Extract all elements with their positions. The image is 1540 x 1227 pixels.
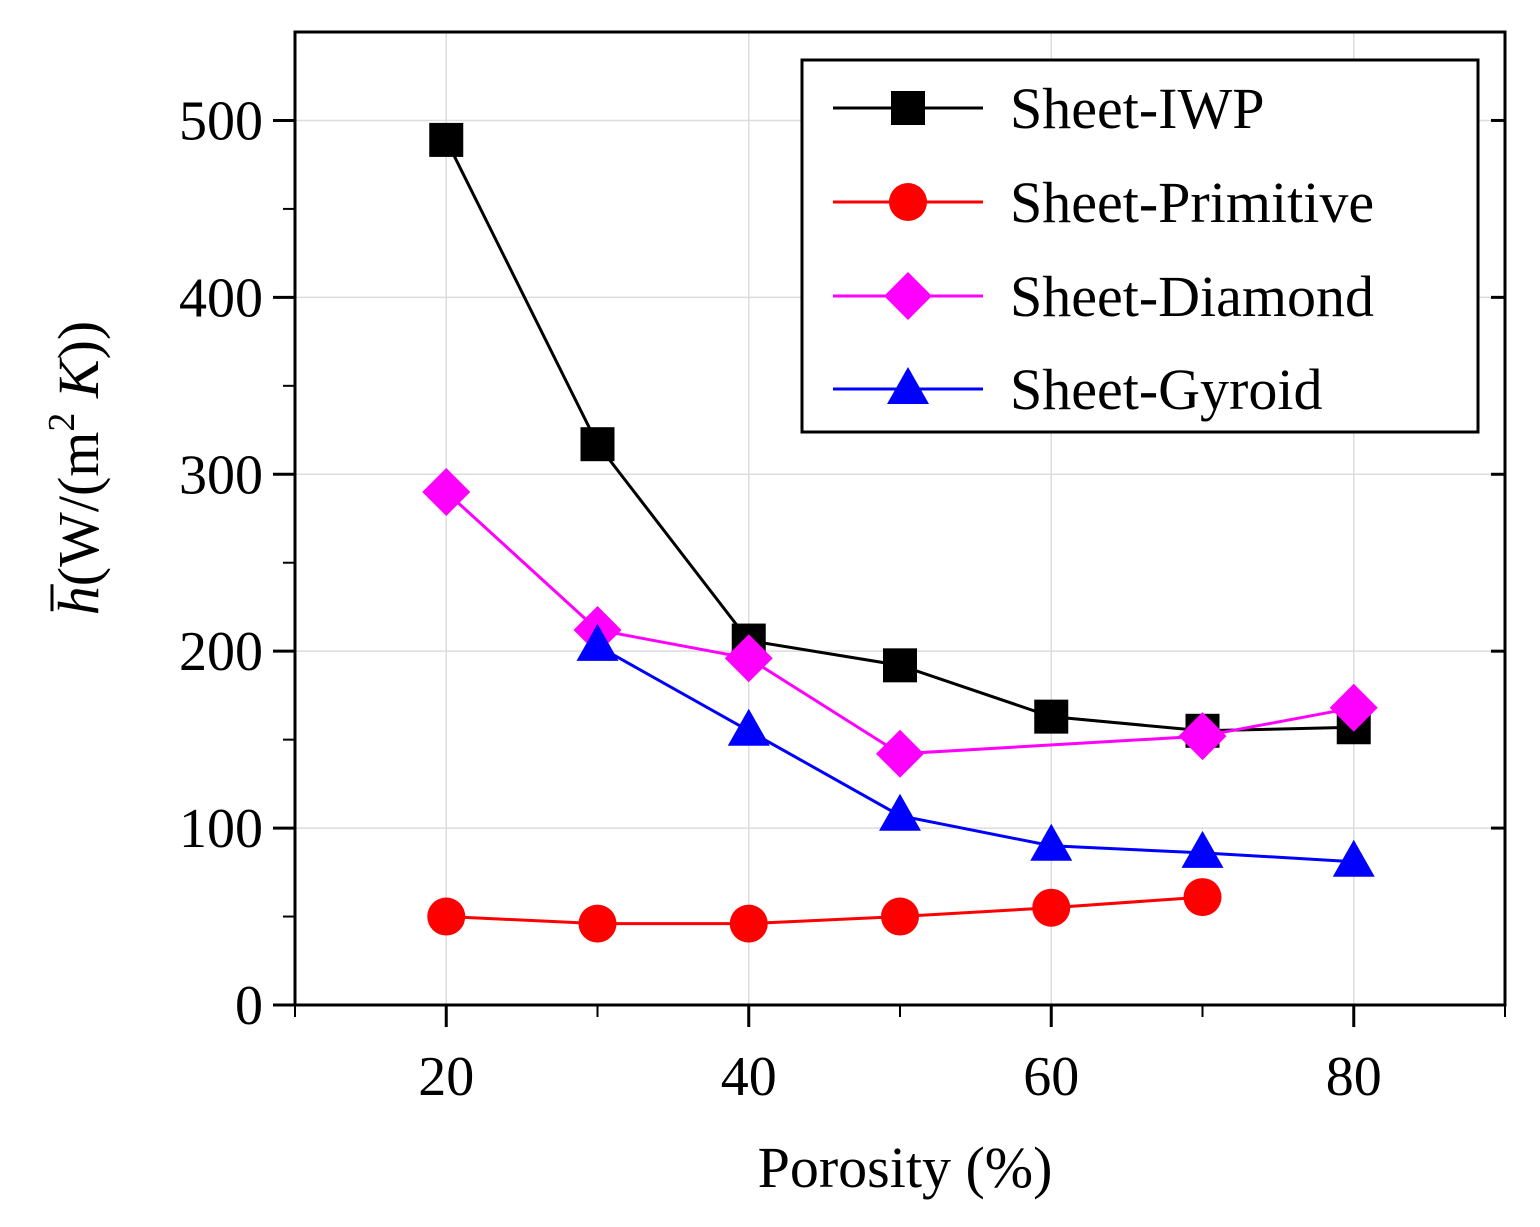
legend-marker-sheet-iwp — [891, 91, 925, 125]
data-point-sheet-gyroid — [1030, 823, 1073, 861]
legend-marker-sheet-gyroid — [887, 367, 929, 404]
data-point-sheet-iwp — [883, 648, 917, 683]
x-tick-label: 40 — [721, 1046, 777, 1108]
y-tick-label: 100 — [179, 798, 263, 860]
data-point-sheet-iwp — [429, 122, 464, 157]
y-axis-unit-prefix: (W/(m — [46, 432, 111, 587]
data-point-sheet-primitive — [881, 897, 919, 936]
legend-label-sheet-diamond: Sheet-Diamond — [1010, 264, 1374, 329]
y-axis-unit-exponent: 2 — [41, 413, 83, 432]
data-point-sheet-gyroid — [727, 708, 770, 746]
data-point-sheet-gyroid — [879, 793, 921, 831]
series-line-sheet-primitive — [446, 895, 1203, 926]
legend-label-sheet-gyroid: Sheet-Gyroid — [1010, 357, 1323, 422]
ticks: 0 100 200 300 400 500 20 40 60 80 — [179, 90, 1506, 1108]
y-tick-label: 500 — [179, 90, 263, 152]
y-axis-unit-suffix: )) — [46, 321, 111, 360]
legend-item-sheet-iwp: Sheet-IWP — [833, 76, 1265, 141]
legend-label-sheet-primitive: Sheet-Primitive — [1010, 170, 1374, 235]
data-point-sheet-gyroid — [1181, 830, 1224, 868]
series-line-sheet-diamond — [445, 490, 1355, 756]
legend-marker-sheet-primitive — [889, 183, 927, 221]
data-point-sheet-primitive — [427, 897, 466, 936]
y-axis-title: h(W/(m2 K)) — [41, 321, 111, 615]
series-sheet-diamond — [422, 467, 1378, 778]
data-point-sheet-primitive — [1032, 888, 1071, 927]
y-tick-label: 300 — [179, 444, 263, 506]
svg-text:h(W/(m2 K)): h(W/(m2 K)) — [41, 321, 111, 615]
data-point-sheet-iwp — [1034, 699, 1069, 734]
x-tick-label: 20 — [418, 1046, 474, 1108]
series-layer — [422, 122, 1378, 943]
data-point-sheet-gyroid — [576, 623, 619, 661]
legend-marker-sheet-diamond — [884, 272, 932, 320]
series-sheet-primitive — [427, 878, 1222, 943]
data-point-sheet-diamond — [876, 729, 924, 778]
data-point-sheet-primitive — [1183, 878, 1222, 917]
y-axis-unit-k: K — [46, 356, 111, 413]
y-tick-label: 0 — [235, 975, 263, 1037]
legend-item-sheet-diamond: Sheet-Diamond — [833, 264, 1374, 329]
data-point-sheet-gyroid — [1332, 839, 1375, 877]
legend: Sheet-IWP Sheet-Primitive Sheet-Diamond She… — [800, 58, 1480, 434]
y-tick-label: 200 — [179, 621, 263, 683]
data-point-sheet-iwp — [580, 427, 615, 462]
data-point-sheet-primitive — [578, 904, 617, 943]
data-point-sheet-diamond — [1329, 683, 1378, 732]
series-sheet-gyroid — [576, 623, 1375, 877]
y-axis-symbol: h — [46, 586, 111, 615]
y-tick-label: 400 — [179, 267, 263, 329]
data-point-sheet-diamond — [422, 467, 471, 516]
data-point-sheet-diamond — [724, 634, 773, 683]
x-tick-label: 80 — [1326, 1046, 1382, 1108]
x-axis-title: Porosity (%) — [758, 1135, 1053, 1200]
legend-item-sheet-gyroid: Sheet-Gyroid — [833, 357, 1323, 422]
data-point-sheet-primitive — [729, 904, 768, 943]
data-point-sheet-diamond — [1178, 712, 1227, 761]
legend-item-sheet-primitive: Sheet-Primitive — [833, 170, 1374, 235]
legend-label-sheet-iwp: Sheet-IWP — [1010, 76, 1265, 141]
series-line-sheet-gyroid — [596, 644, 1354, 864]
x-tick-label: 60 — [1023, 1046, 1079, 1108]
